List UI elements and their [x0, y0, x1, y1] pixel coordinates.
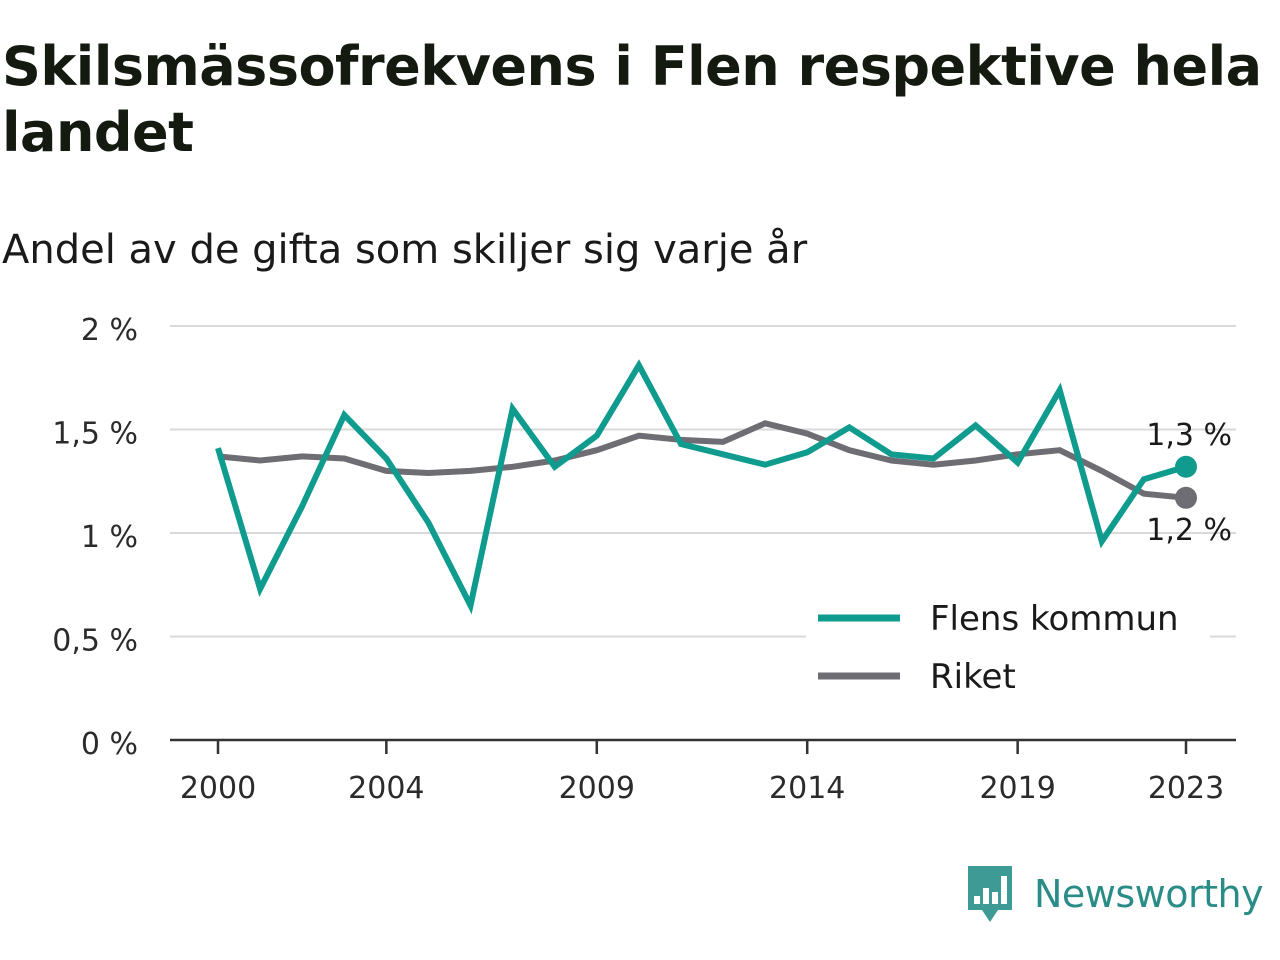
y-axis-labels: 0 % 0,5 % 1 % 1,5 % 2 % — [52, 313, 138, 762]
end-value-label: 1,2 % — [1146, 513, 1232, 548]
series-lines — [215, 359, 1197, 615]
y-tick-label: 2 % — [81, 313, 138, 348]
brand-name: Newsworthy — [1034, 872, 1264, 916]
series-line-flen — [215, 359, 1187, 615]
x-tick-label: 2019 — [979, 771, 1055, 806]
legend-label: Flens kommun — [930, 599, 1179, 639]
line-chart: 0 % 0,5 % 1 % 1,5 % 2 % 2000 2004 2009 2014 2019… — [52, 313, 1236, 806]
grid-lines — [170, 325, 1236, 638]
x-tick-label: 2014 — [769, 771, 845, 806]
end-value-label: 1,3 % — [1146, 418, 1232, 453]
x-axis-labels: 2000 2004 2009 2014 2019 2023 — [180, 771, 1224, 806]
bar-chart-speech-bubble-icon — [968, 866, 1012, 922]
x-tick-label: 2009 — [559, 771, 635, 806]
y-tick-label: 1,5 % — [52, 417, 138, 452]
x-tick-label: 2023 — [1148, 771, 1224, 806]
y-tick-label: 0 % — [81, 727, 138, 762]
x-axis — [170, 738, 1236, 754]
y-tick-label: 1 % — [81, 520, 138, 555]
end-labels: 1,3 % 1,2 % — [1146, 418, 1232, 548]
x-tick-label: 2000 — [180, 771, 256, 806]
end-point — [1175, 455, 1197, 478]
chart-title: Skilsmässofrekvens i Flen respektive hel… — [2, 35, 1262, 164]
end-point — [1175, 486, 1197, 509]
chart-subtitle: Andel av de gifta som skiljer sig varje … — [2, 227, 808, 273]
legend: Flens kommun Riket — [806, 596, 1210, 708]
y-tick-label: 0,5 % — [52, 624, 138, 659]
legend-label: Riket — [930, 657, 1016, 697]
x-tick-label: 2004 — [348, 771, 424, 806]
brand-logo: Newsworthy — [964, 862, 1264, 926]
